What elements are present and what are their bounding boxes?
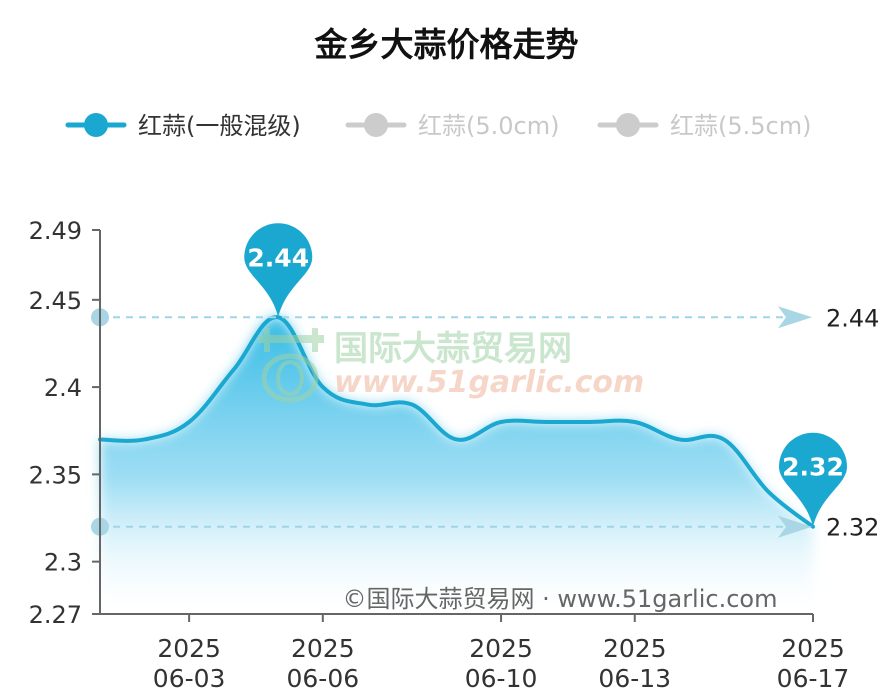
x-tick-date: 06-17 — [777, 664, 850, 693]
y-tick-label: 2.3 — [44, 549, 82, 577]
x-tick-year: 2025 — [603, 634, 667, 663]
x-tick-date: 06-06 — [286, 664, 359, 693]
mark-line-arrow-icon — [778, 515, 812, 538]
last-value-pin[interactable]: 2.32 — [779, 432, 847, 527]
legend-item-0[interactable]: 红蒜(一般混级) — [65, 112, 301, 140]
y-tick-label: 2.27 — [29, 601, 82, 629]
watermark-logo — [258, 328, 324, 403]
pin-shape-icon — [779, 432, 847, 527]
watermark: 国际大蒜贸易网 www.51garlic.com — [258, 328, 644, 403]
pin-label: 2.44 — [247, 243, 309, 272]
y-tick-label: 2.49 — [29, 217, 82, 245]
footer-copyright: ©国际大蒜贸易网 · www.51garlic.com — [343, 585, 778, 613]
x-tick-date: 06-13 — [598, 664, 671, 693]
x-tick-date: 06-10 — [465, 664, 538, 693]
legend: 红蒜(一般混级) 红蒜(5.0cm) 红蒜(5.5cm) — [65, 112, 811, 140]
mark-line-label: 2.44 — [826, 304, 879, 332]
mark-line-arrow-icon — [778, 306, 812, 329]
legend-dot-icon — [364, 113, 388, 137]
series-area — [100, 317, 813, 614]
watermark-cn: 国际大蒜贸易网 — [334, 329, 572, 369]
legend-dot-icon — [84, 113, 108, 137]
x-tick-year: 2025 — [781, 634, 845, 663]
legend-dot-icon — [616, 113, 640, 137]
mark-lines: 2.44 2.32 — [91, 304, 879, 542]
pins: 2.44 2.32 — [244, 223, 847, 527]
max-value-pin[interactable]: 2.44 — [244, 223, 313, 318]
pin-shape-icon — [244, 223, 313, 318]
x-tick-year: 2025 — [469, 634, 533, 663]
x-tick-date: 06-03 — [153, 664, 226, 693]
legend-item-1[interactable]: 红蒜(5.0cm) — [345, 112, 559, 140]
y-tick-label: 2.35 — [29, 461, 82, 489]
series-line — [98, 315, 815, 529]
legend-label: 红蒜(5.5cm) — [670, 112, 811, 140]
x-tick-year: 2025 — [291, 634, 355, 663]
legend-label: 红蒜(一般混级) — [138, 112, 301, 140]
watermark-url: www.51garlic.com — [334, 365, 644, 400]
pin-label: 2.32 — [782, 453, 844, 482]
axes: 2.492.452.42.352.32.27202506-03202506-06… — [29, 217, 850, 693]
legend-item-2[interactable]: 红蒜(5.5cm) — [597, 112, 811, 140]
chart-title: 金乡大蒜价格走势 — [314, 25, 579, 64]
mark-line-label: 2.32 — [826, 514, 879, 542]
x-tick-year: 2025 — [157, 634, 221, 663]
y-tick-label: 2.4 — [44, 374, 82, 402]
y-tick-label: 2.45 — [29, 287, 82, 315]
legend-label: 红蒜(5.0cm) — [418, 112, 559, 140]
mark-line-1: 2.32 — [91, 514, 879, 542]
